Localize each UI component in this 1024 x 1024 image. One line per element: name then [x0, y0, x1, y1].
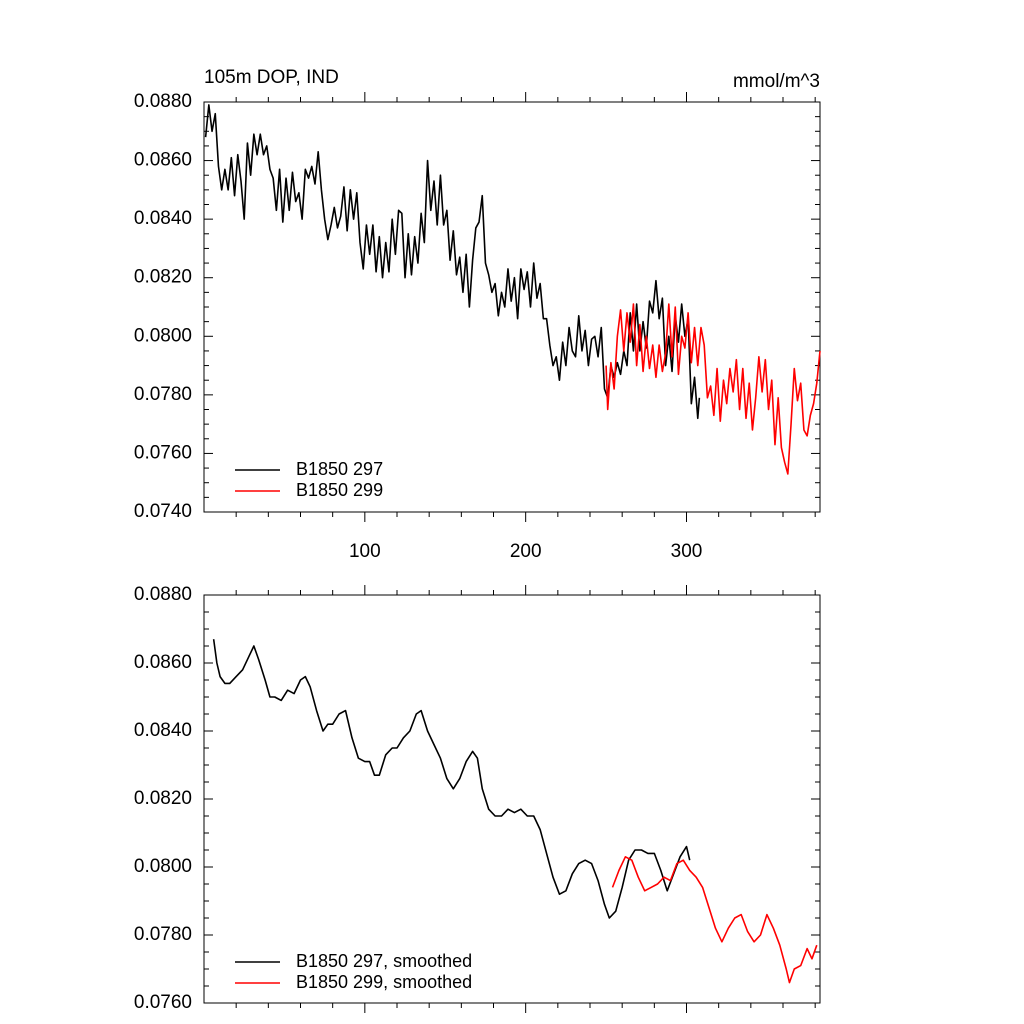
- x-tick-label: 200: [510, 541, 542, 562]
- y-tick-label: 0.0740: [134, 501, 192, 522]
- y-tick-label: 0.0800: [134, 325, 192, 346]
- legend-label: B1850 297, smoothed: [296, 951, 472, 971]
- data-line: [605, 303, 821, 475]
- y-tick-label: 0.0780: [134, 924, 192, 945]
- y-tick-label: 0.0840: [134, 208, 192, 229]
- chart-title: 105m DOP, IND: [204, 67, 339, 88]
- y-tick-label: 0.0780: [134, 384, 192, 405]
- data-line: [212, 639, 691, 919]
- y-tick-label: 0.0820: [134, 267, 192, 288]
- data-line: [204, 104, 701, 420]
- y-tick-label: 0.0840: [134, 720, 192, 741]
- y-tick-label: 0.0860: [134, 150, 192, 171]
- y-tick-label: 0.0760: [134, 442, 192, 463]
- plot-frame: [203, 594, 821, 1004]
- legend-label: B1850 297: [296, 459, 383, 479]
- data-line: [611, 856, 818, 984]
- legend-label: B1850 299, smoothed: [296, 972, 472, 992]
- y-tick-label: 0.0880: [134, 584, 192, 605]
- y-tick-label: 0.0760: [134, 992, 192, 1013]
- x-tick-label: 300: [671, 541, 703, 562]
- units-label: mmol/m^3: [733, 71, 820, 92]
- legend-label: B1850 299: [296, 480, 383, 500]
- y-tick-label: 0.0800: [134, 856, 192, 877]
- y-tick-label: 0.0880: [134, 91, 192, 112]
- y-tick-label: 0.0860: [134, 652, 192, 673]
- y-tick-label: 0.0820: [134, 788, 192, 809]
- plot-frame: [203, 101, 821, 513]
- x-tick-label: 100: [349, 541, 381, 562]
